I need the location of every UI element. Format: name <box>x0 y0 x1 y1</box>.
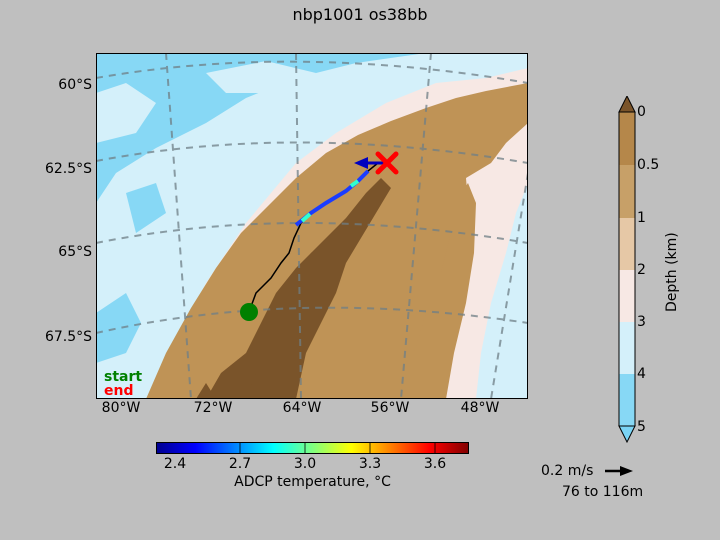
depth-range-label: 76 to 116m <box>562 484 644 500</box>
depth-tick: 0 <box>637 104 646 120</box>
depth-tick: 3 <box>637 314 646 330</box>
y-tick-label: 67.5°S <box>44 329 92 345</box>
legend-start: start <box>104 369 142 385</box>
depth-colorbar <box>618 96 636 444</box>
x-tick-label: 80°W <box>101 400 141 416</box>
temperature-colorbar <box>156 442 469 454</box>
x-tick-label: 48°W <box>460 400 500 416</box>
scale-label: 0.2 m/s <box>541 463 594 479</box>
depth-tick: 0.5 <box>637 157 660 173</box>
graticule <box>96 53 528 399</box>
scale-arrow-icon <box>605 466 633 476</box>
depth-tick: 5 <box>637 419 646 435</box>
x-tick-label: 56°W <box>370 400 410 416</box>
start-marker <box>240 303 258 321</box>
end-marker <box>375 151 399 175</box>
figure-title: nbp1001 os38bb <box>292 5 428 24</box>
temp-tick: 3.3 <box>358 456 382 472</box>
depth-tick: 2 <box>637 262 646 278</box>
depth-tick: 4 <box>637 366 646 382</box>
map-panel: start end <box>96 53 528 399</box>
temp-tick: 2.4 <box>163 456 187 472</box>
temp-tick: 3.6 <box>423 456 447 472</box>
y-tick-label: 65°S <box>58 244 92 260</box>
depth-colorbar-label: Depth (km) <box>664 232 680 312</box>
temperature-colorbar-label: ADCP temperature, °C <box>234 474 391 490</box>
y-tick-label: 60°S <box>58 77 92 93</box>
temp-tick: 2.7 <box>228 456 252 472</box>
x-tick-label: 64°W <box>282 400 322 416</box>
depth-tick: 1 <box>637 210 646 226</box>
y-tick-label: 62.5°S <box>44 161 92 177</box>
x-tick-label: 72°W <box>193 400 233 416</box>
temp-tick: 3.0 <box>293 456 317 472</box>
legend-end: end <box>104 383 133 399</box>
